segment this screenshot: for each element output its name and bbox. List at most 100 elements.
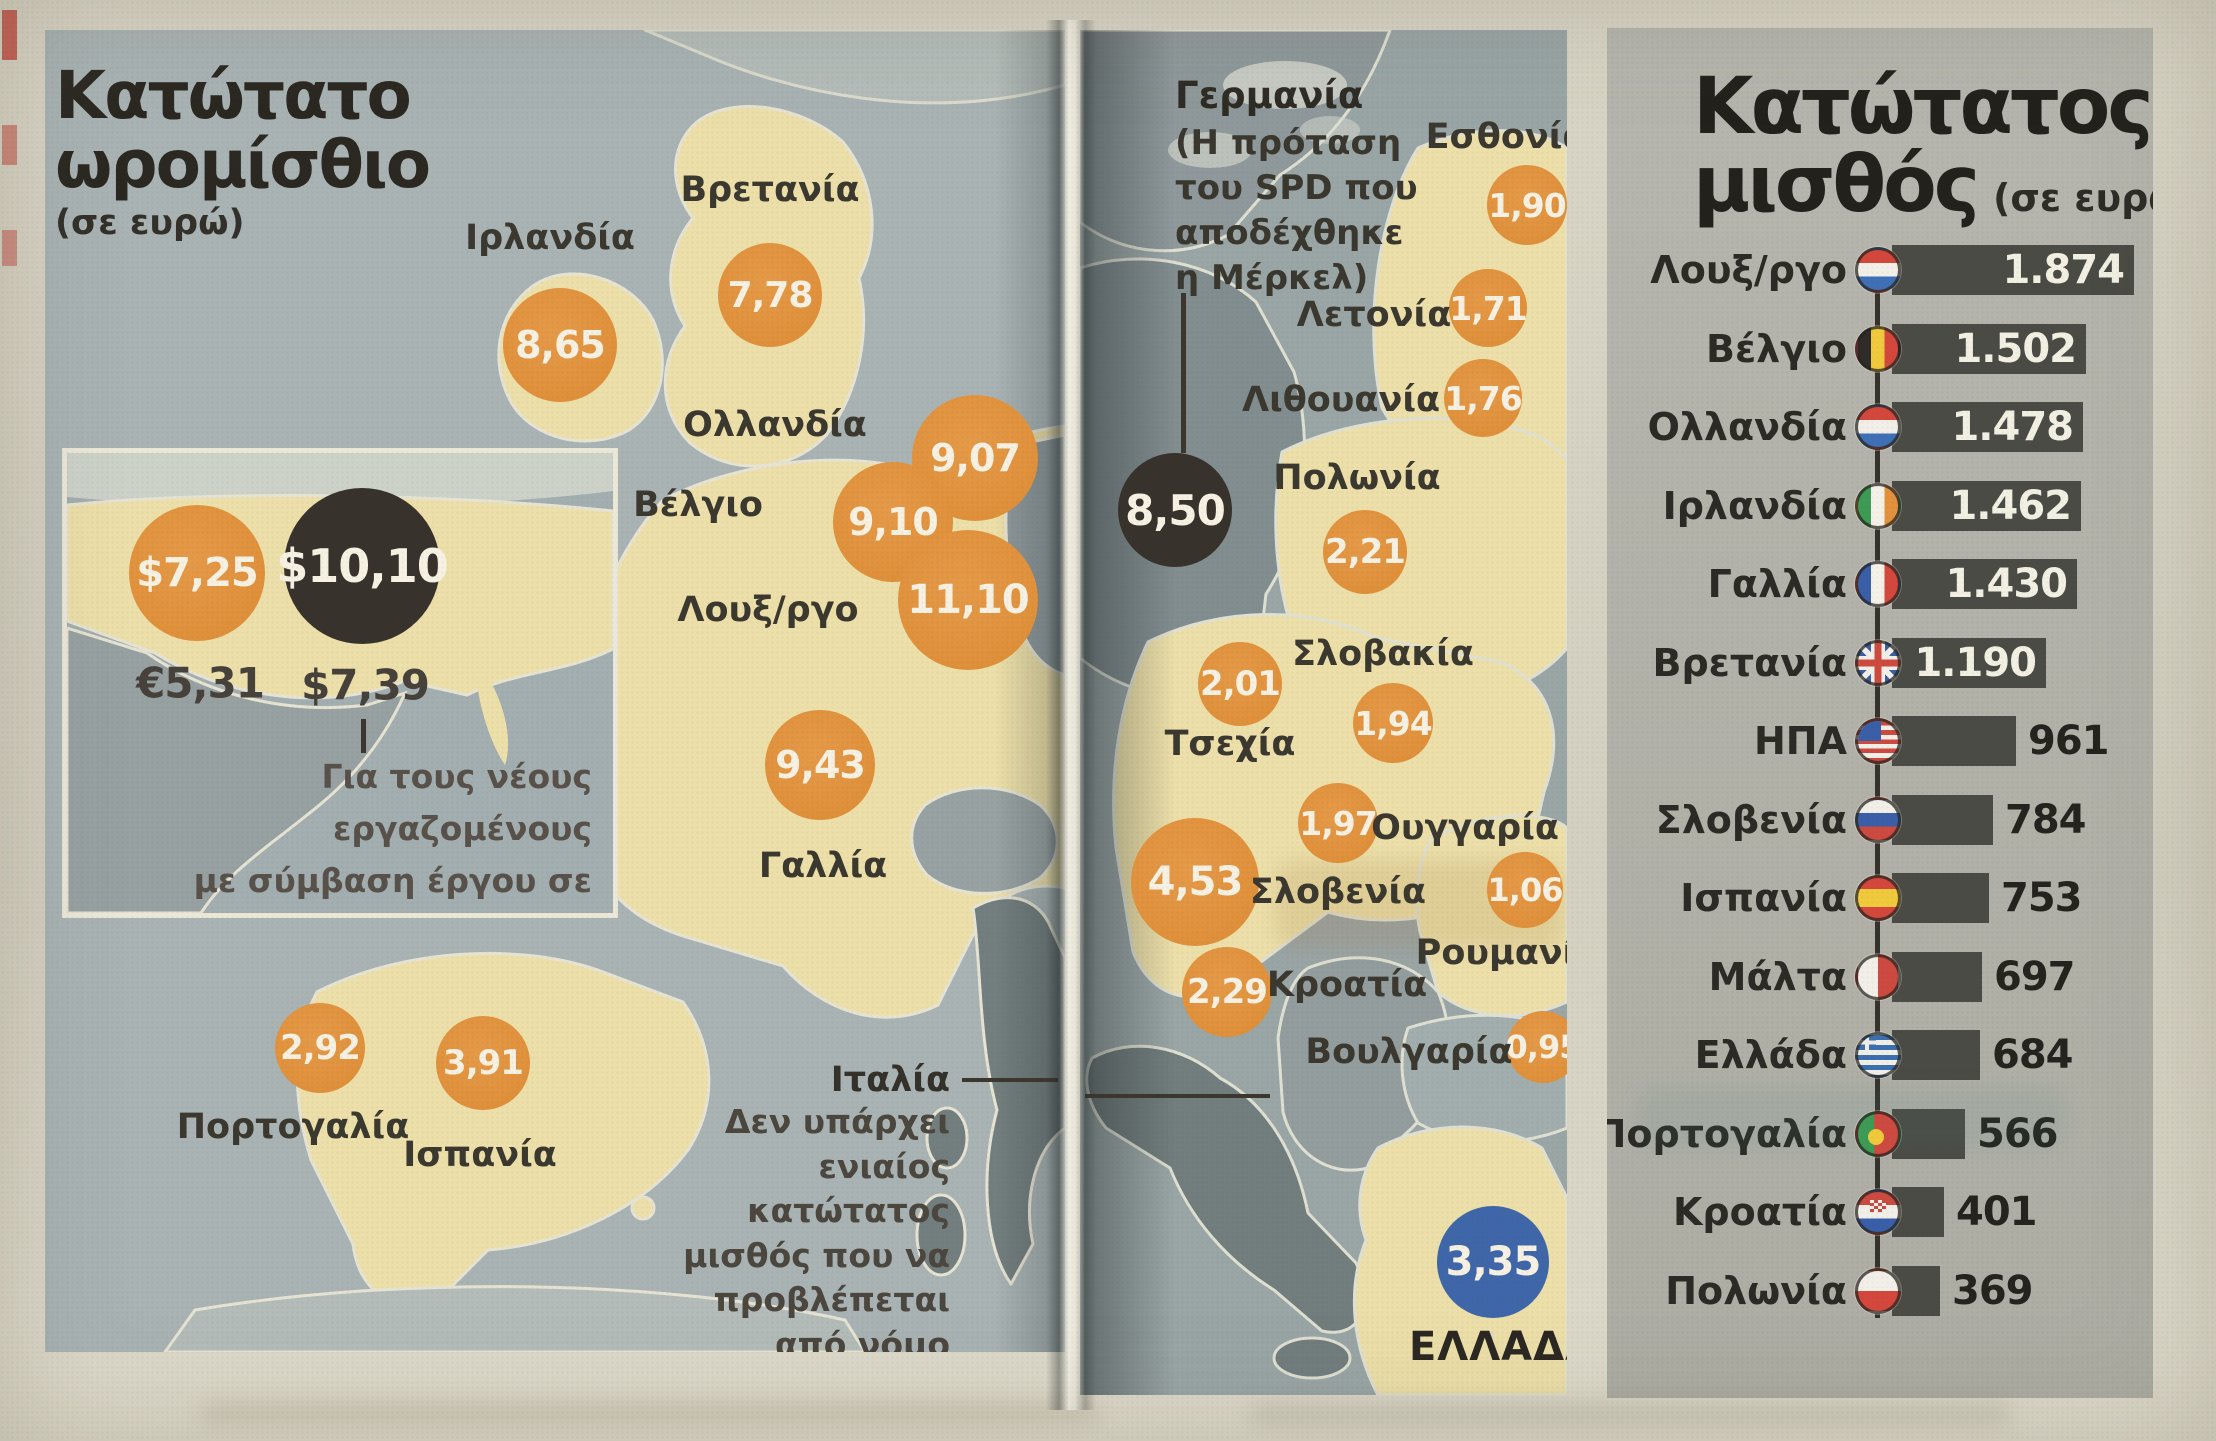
bubble-bulgaria: 0,95 bbox=[1506, 1011, 1567, 1083]
flag-poland-icon bbox=[1855, 1268, 1901, 1314]
left-map-title: Κατώτατο ωρομίσθιο (σε ευρώ) bbox=[55, 57, 431, 244]
label-luxembourg: Λουξ/ργο bbox=[677, 590, 859, 630]
scan-edge-mark bbox=[2, 10, 17, 60]
shape-alps bbox=[910, 786, 1059, 895]
us-inset: $7,25 $10,10 €5,31 $7,39 Για τους νέους … bbox=[62, 448, 618, 918]
flag-portugal-icon bbox=[1855, 1111, 1901, 1157]
flag-connector-line bbox=[1875, 258, 1880, 1318]
label-netherlands: Ολλανδία bbox=[683, 405, 867, 445]
salary-bar: 1.430 bbox=[1892, 559, 2077, 609]
italy-pointer-right bbox=[1085, 1094, 1270, 1098]
label-poland: Πολωνία bbox=[1273, 458, 1441, 498]
panel-unit: (σε ευρώ) bbox=[1992, 176, 2153, 220]
bubble-poland: 2,21 bbox=[1323, 510, 1407, 594]
italy-note: Ιταλία Δεν υπάρχει ενιαίος κατώτατος μισ… bbox=[683, 1060, 950, 1352]
salary-row-poland: Πολωνία 369 bbox=[1665, 1266, 2033, 1316]
title-unit: (σε ευρώ) bbox=[55, 203, 245, 244]
bubble-greece: 3,35 bbox=[1437, 1206, 1549, 1318]
left-map-page: Κατώτατο ωρομίσθιο (σε ευρώ) Ιρλανδία Βρ… bbox=[45, 30, 1065, 1352]
shape-iberia bbox=[295, 951, 711, 1307]
label-czech: Τσεχία bbox=[1164, 724, 1296, 764]
italy-pointer-left bbox=[962, 1078, 1058, 1082]
shape-balearics bbox=[630, 1195, 656, 1221]
label-ireland: Ιρλανδία bbox=[465, 218, 635, 258]
shape-canada bbox=[67, 453, 613, 508]
flag-luxembourg-icon bbox=[1855, 247, 1901, 293]
flag-france-icon bbox=[1855, 561, 1901, 607]
shape-mexico bbox=[67, 626, 408, 913]
salary-row-luxembourg: Λουξ/ργο 1.874 bbox=[1607, 231, 2153, 309]
shape-italy-west bbox=[971, 896, 1065, 1286]
flag-usa-icon bbox=[1855, 718, 1901, 764]
label-romania: Ρουμανία bbox=[1415, 933, 1567, 973]
label-portugal: Πορτογαλία bbox=[176, 1107, 410, 1147]
label-belgium: Βέλγιο bbox=[633, 485, 763, 525]
salary-row-netherlands: Ολλανδία 1.478 bbox=[1607, 388, 2153, 466]
shape-florida bbox=[477, 675, 509, 765]
flag-greece-icon bbox=[1855, 1032, 1901, 1078]
label-slovakia: Σλοβακία bbox=[1292, 634, 1474, 674]
label-hungary: Ουγγαρία bbox=[1371, 808, 1559, 848]
salary-bar: 1.478 bbox=[1892, 402, 2083, 452]
bubble-slovenia: 4,53 bbox=[1131, 818, 1259, 946]
salary-bar: 1.190 bbox=[1892, 638, 2046, 688]
salary-bar: 1.462 bbox=[1892, 481, 2081, 531]
germany-note: Γερμανία (Η πρόταση του SPD που αποδέχθη… bbox=[1175, 74, 1418, 298]
bubble-usa-federal: $7,25 bbox=[129, 505, 265, 641]
bubble-france: 9,43 bbox=[765, 710, 875, 820]
bubble-estonia: 1,90 bbox=[1487, 165, 1567, 245]
title-line2: ωρομίσθιο bbox=[55, 125, 431, 203]
label-britain: Βρετανία bbox=[680, 170, 860, 210]
salary-bar: 1.874 bbox=[1892, 245, 2134, 295]
bubble-czech: 2,01 bbox=[1198, 642, 1282, 726]
label-croatia: Κροατία bbox=[1266, 965, 1428, 1005]
shape-sicily bbox=[1272, 1336, 1352, 1380]
scan-edge-mark bbox=[2, 230, 17, 266]
label-spain: Ισπανία bbox=[403, 1135, 557, 1175]
usa-proposal-euro: $7,39 bbox=[301, 660, 430, 710]
salary-row-greece: Ελλάδα 684 bbox=[1694, 1030, 2073, 1080]
salary-row-britain: Βρετανία 1.190 bbox=[1607, 624, 2153, 702]
bubble-croatia: 2,29 bbox=[1182, 947, 1272, 1037]
flag-slovenia-icon bbox=[1855, 797, 1901, 843]
bubble-germany: 8,50 bbox=[1118, 453, 1232, 567]
salary-row-malta: Μάλτα 697 bbox=[1708, 952, 2075, 1002]
shape-norway-coast bbox=[643, 30, 1065, 105]
bubble-romania: 1,06 bbox=[1487, 852, 1563, 928]
bubble-portugal: 2,92 bbox=[275, 1003, 365, 1093]
salary-row-portugal: Πορτογαλία 566 bbox=[1607, 1109, 2058, 1159]
bubble-luxembourg: 11,10 bbox=[898, 530, 1038, 670]
salary-row-ireland: Ιρλανδία 1.462 bbox=[1607, 467, 2153, 545]
salary-row-croatia: Κροατία 401 bbox=[1672, 1187, 2037, 1237]
flag-malta-icon bbox=[1855, 954, 1901, 1000]
bubble-hungary: 1,97 bbox=[1298, 783, 1378, 863]
usa-federal-euro: €5,31 bbox=[136, 658, 265, 708]
label-slovenia: Σλοβενία bbox=[1249, 872, 1427, 912]
flag-spain-icon bbox=[1855, 875, 1901, 921]
panel-title: Κατώτατος μισθός(σε ευρώ) bbox=[1693, 68, 2153, 224]
label-greece: ΕΛΛΑΔΑ bbox=[1408, 1324, 1567, 1370]
shape-corsica bbox=[925, 1106, 969, 1170]
shape-north-africa bbox=[163, 1285, 867, 1352]
flag-ireland-icon bbox=[1855, 483, 1901, 529]
bubble-latvia: 1,71 bbox=[1449, 269, 1528, 347]
bubble-britain: 7,78 bbox=[718, 243, 822, 347]
salary-row-belgium: Βέλγιο 1.502 bbox=[1607, 310, 2153, 388]
salary-bar bbox=[1892, 1109, 1965, 1159]
label-latvia: Λετονία bbox=[1296, 295, 1452, 335]
title-line1: Κατώτατο bbox=[55, 57, 412, 134]
salary-bar bbox=[1892, 952, 1982, 1002]
bubble-spain: 3,91 bbox=[436, 1016, 530, 1110]
label-france: Γαλλία bbox=[758, 846, 888, 886]
germany-note-line bbox=[1181, 293, 1186, 453]
label-lithuania: Λιθουανία bbox=[1241, 380, 1441, 420]
label-estonia: Εσθονία bbox=[1425, 117, 1567, 157]
shape-sardinia bbox=[915, 1193, 967, 1277]
right-map-page: Γερμανία (Η πρόταση του SPD που αποδέχθη… bbox=[1080, 30, 1567, 1395]
bubble-slovakia: 1,94 bbox=[1353, 683, 1433, 763]
salary-row-france: Γαλλία 1.430 bbox=[1607, 545, 2153, 623]
print-bleed-smudge bbox=[1250, 1402, 2010, 1426]
bubble-ireland: 8,65 bbox=[503, 288, 617, 402]
flag-uk-icon bbox=[1855, 640, 1901, 686]
